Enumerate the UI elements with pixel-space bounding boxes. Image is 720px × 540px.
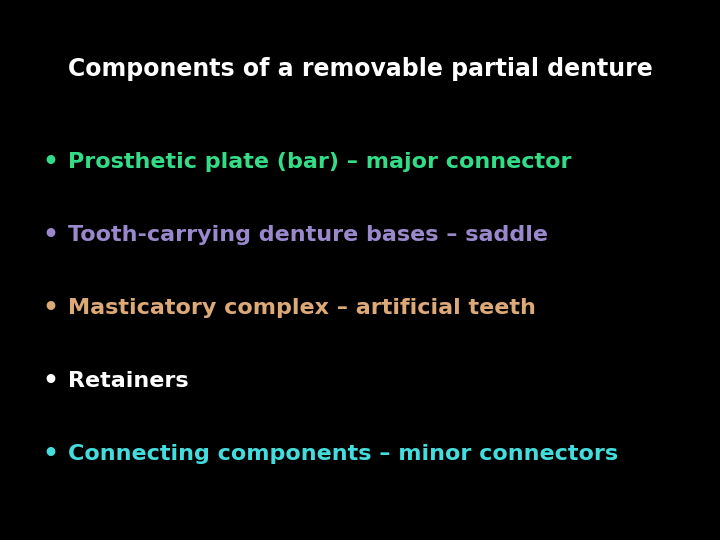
Text: Prosthetic plate (bar) – major connector: Prosthetic plate (bar) – major connector (68, 152, 572, 172)
Text: •: • (42, 150, 58, 174)
Text: Connecting components – minor connectors: Connecting components – minor connectors (68, 443, 618, 464)
Text: •: • (42, 442, 58, 465)
Text: Retainers: Retainers (68, 370, 189, 391)
Text: Masticatory complex – artificial teeth: Masticatory complex – artificial teeth (68, 298, 536, 318)
Text: Tooth-carrying denture bases – saddle: Tooth-carrying denture bases – saddle (68, 225, 549, 245)
Text: •: • (42, 296, 58, 320)
Text: Components of a removable partial denture: Components of a removable partial dentur… (68, 57, 652, 80)
Text: •: • (42, 223, 58, 247)
Text: •: • (42, 369, 58, 393)
